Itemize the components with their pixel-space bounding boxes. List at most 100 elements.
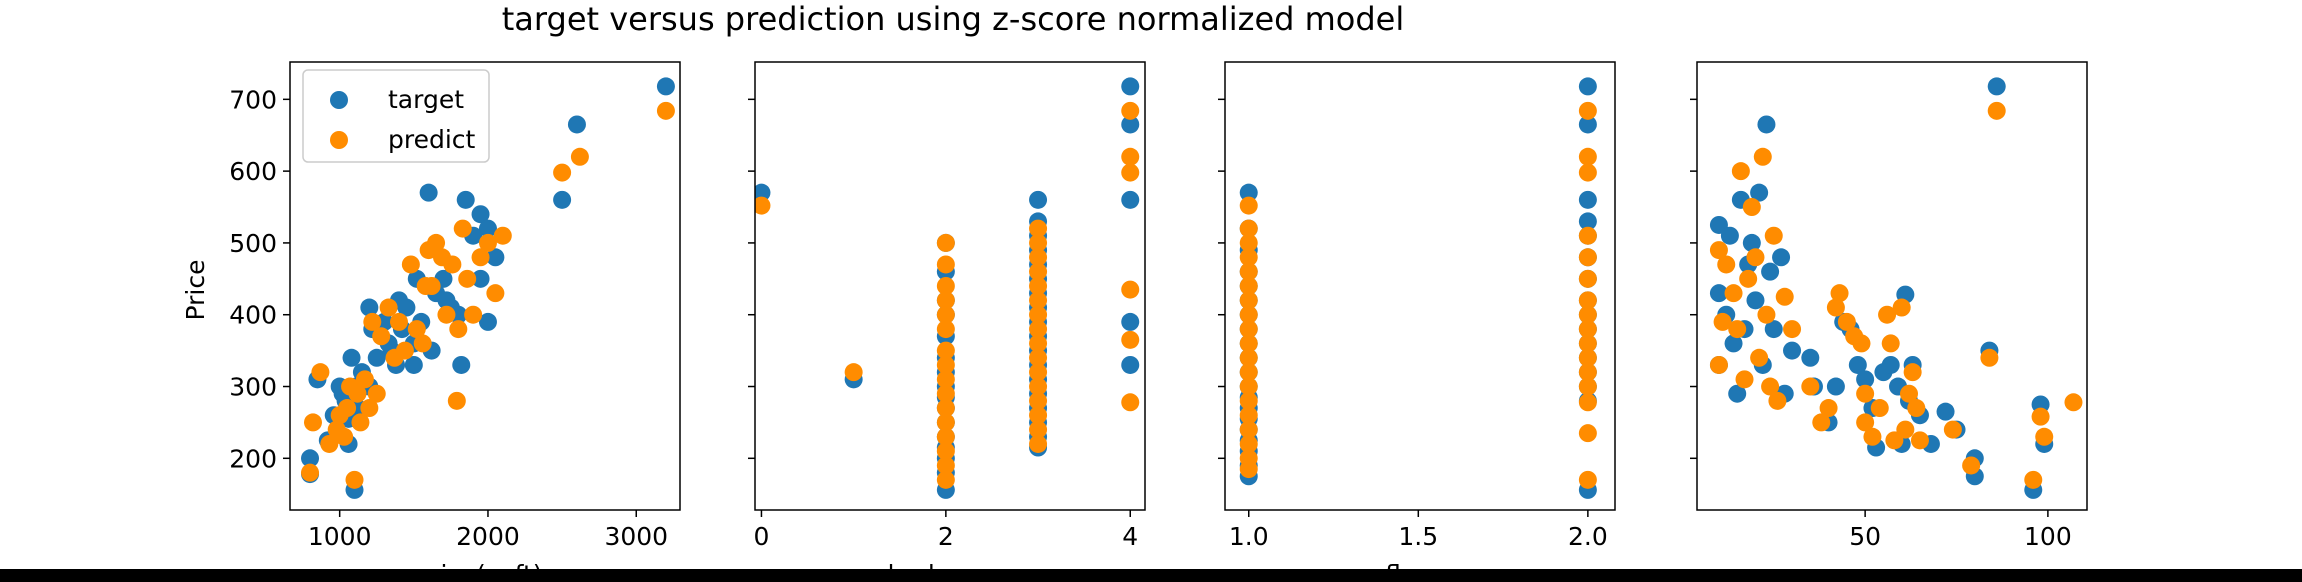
target-point — [1848, 355, 1867, 374]
y-axis-label: Price — [181, 260, 210, 321]
predict-point — [338, 399, 357, 418]
predict-point — [1239, 196, 1258, 215]
predict-point — [401, 255, 420, 274]
predict-point — [1962, 456, 1981, 475]
plot-frame — [289, 61, 681, 511]
predict-point — [389, 312, 408, 331]
target-point — [567, 115, 586, 134]
x-tick-label: 1.0 — [1229, 522, 1269, 551]
target-point — [1801, 348, 1820, 367]
predict-point — [1830, 284, 1849, 303]
predict-point — [1578, 393, 1597, 412]
target-point — [486, 248, 505, 267]
predict-point — [1121, 101, 1140, 120]
predict-point — [1724, 284, 1743, 303]
target-point — [419, 183, 438, 202]
predict-point — [1892, 298, 1911, 317]
predict-point — [1029, 434, 1048, 453]
y-tick-label: 500 — [229, 229, 277, 258]
predict-point — [936, 413, 955, 432]
target-point — [1121, 190, 1140, 209]
predict-point — [936, 442, 955, 461]
predict-point — [1029, 291, 1048, 310]
x-tick-label: 50 — [1849, 522, 1881, 551]
predict-point — [570, 147, 589, 166]
predict-point — [486, 284, 505, 303]
predict-point — [1578, 226, 1597, 245]
x-tick-label: 100 — [2024, 522, 2072, 551]
predict-point — [1239, 348, 1258, 367]
target-point — [1826, 377, 1845, 396]
predict-point — [1029, 334, 1048, 353]
x-tick-label: 2.0 — [1568, 522, 1608, 551]
markers — [1239, 77, 1597, 499]
target-point — [1881, 355, 1900, 374]
predict-point — [1578, 424, 1597, 443]
predict-point — [1717, 255, 1736, 274]
subplot-floors: 1.01.52.0floors — [1218, 61, 1616, 582]
x-tick-label: 2000 — [456, 522, 520, 551]
chart-title: target versus prediction using z-score n… — [502, 0, 1405, 38]
predict-point — [1578, 377, 1597, 396]
predict-point — [1757, 305, 1776, 324]
target-point — [1121, 115, 1140, 134]
target-point — [1856, 370, 1875, 389]
predict-point — [447, 391, 466, 410]
predict-point — [656, 101, 675, 120]
target-point — [1709, 284, 1728, 303]
target-point — [456, 190, 475, 209]
target-point — [1936, 402, 1955, 421]
subplot-bedrooms: 024bedrooms — [748, 61, 1146, 582]
predict-point — [2031, 407, 2050, 426]
predict-point — [478, 233, 497, 252]
predict-point — [1578, 163, 1597, 182]
predict-point — [1819, 399, 1838, 418]
predict-point — [1735, 370, 1754, 389]
predict-point — [1029, 219, 1048, 238]
predict-point — [1029, 320, 1048, 339]
predict-point — [355, 370, 374, 389]
target-point — [1239, 183, 1258, 202]
predict-point — [1578, 147, 1597, 166]
predict-point — [1578, 248, 1597, 267]
predict-point — [1578, 291, 1597, 310]
bottom-bar — [0, 569, 2302, 582]
predict-point — [1812, 413, 1831, 432]
target-point — [1764, 320, 1783, 339]
predict-point — [1910, 431, 1929, 450]
predict-point — [1121, 147, 1140, 166]
predict-point — [1761, 377, 1780, 396]
markers — [1709, 77, 2083, 499]
predict-point — [1885, 431, 1904, 450]
target-point — [367, 348, 386, 367]
predict-point — [1731, 162, 1750, 181]
predict-point — [1863, 427, 1882, 446]
predict-point — [1709, 355, 1728, 374]
target-point — [1121, 77, 1140, 96]
predict-point — [1029, 391, 1048, 410]
target-point — [1783, 341, 1802, 360]
predict-point — [303, 413, 322, 432]
markers — [755, 77, 1140, 499]
predict-point — [1121, 330, 1140, 349]
target-point — [404, 355, 423, 374]
predict-point — [1029, 348, 1048, 367]
target-point — [471, 205, 490, 224]
target-point — [478, 312, 497, 331]
predict-point — [936, 399, 955, 418]
target-point — [1757, 115, 1776, 134]
predict-point — [1239, 291, 1258, 310]
predict-point — [1239, 248, 1258, 267]
predict-point — [379, 298, 398, 317]
predict-point — [936, 320, 955, 339]
legend-marker-target — [330, 91, 348, 109]
predict-point — [1878, 305, 1897, 324]
predict-point — [1239, 377, 1258, 396]
target-point — [1742, 233, 1761, 252]
predict-point — [1239, 460, 1258, 479]
predict-point — [1239, 305, 1258, 324]
predict-point — [936, 341, 955, 360]
x-tick-label: 1000 — [308, 522, 372, 551]
predict-point — [1029, 420, 1048, 439]
